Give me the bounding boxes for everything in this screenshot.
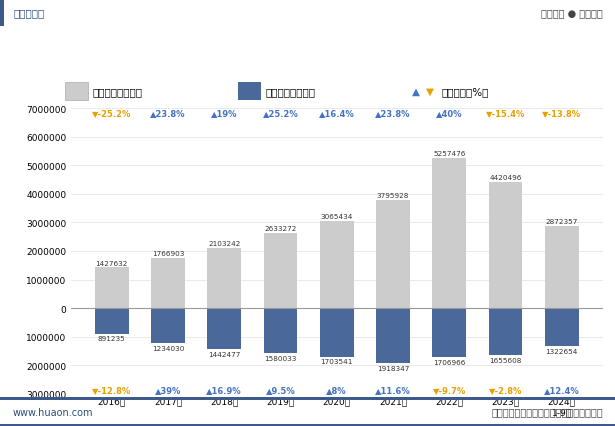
- Bar: [545, 227, 579, 308]
- Text: ▼-15.4%: ▼-15.4%: [486, 109, 525, 118]
- Text: 进口额（万美元）: 进口额（万美元）: [266, 87, 316, 97]
- Text: ▼-25.2%: ▼-25.2%: [92, 109, 132, 118]
- Bar: [264, 308, 297, 353]
- Text: 2016-2024年9月湖南省(境内目的地/货源地)进、出口额: 2016-2024年9月湖南省(境内目的地/货源地)进、出口额: [164, 44, 451, 59]
- Text: 5257476: 5257476: [433, 151, 466, 157]
- Text: 2103242: 2103242: [208, 241, 240, 247]
- Bar: [432, 158, 466, 308]
- Bar: [207, 248, 241, 308]
- Bar: [488, 308, 522, 356]
- Text: ▲19%: ▲19%: [211, 109, 237, 118]
- Bar: [95, 268, 129, 308]
- Bar: [151, 258, 185, 308]
- Text: 2872357: 2872357: [546, 219, 578, 225]
- Text: 数据来源：中国海关，华经产业研究院整理: 数据来源：中国海关，华经产业研究院整理: [491, 406, 603, 417]
- Text: 1703541: 1703541: [320, 359, 353, 365]
- Text: 1766903: 1766903: [152, 250, 184, 256]
- Text: 891235: 891235: [98, 335, 125, 342]
- Bar: [0, 397, 615, 400]
- Text: 1580033: 1580033: [264, 355, 296, 361]
- Text: ▲: ▲: [411, 87, 419, 97]
- Text: 1918347: 1918347: [377, 365, 409, 371]
- Bar: [488, 182, 522, 308]
- Text: ▲39%: ▲39%: [155, 385, 181, 394]
- Text: ▲11.6%: ▲11.6%: [375, 385, 411, 394]
- Bar: [264, 233, 297, 308]
- Bar: [376, 200, 410, 308]
- Bar: [151, 308, 185, 343]
- Text: ▼-9.7%: ▼-9.7%: [432, 385, 466, 394]
- Bar: [95, 308, 129, 334]
- Text: ▼: ▼: [426, 87, 434, 97]
- Text: 3065434: 3065434: [320, 213, 353, 219]
- Text: ▲23.8%: ▲23.8%: [150, 109, 186, 118]
- Text: 1442477: 1442477: [208, 351, 240, 357]
- Text: 3795928: 3795928: [377, 193, 409, 199]
- Text: ▲16.9%: ▲16.9%: [207, 385, 242, 394]
- Text: 1427632: 1427632: [95, 260, 128, 266]
- Text: www.huaon.com: www.huaon.com: [12, 406, 93, 417]
- Bar: [238, 83, 261, 101]
- Text: ▼-2.8%: ▼-2.8%: [489, 385, 522, 394]
- Bar: [320, 308, 354, 357]
- Text: ▲40%: ▲40%: [436, 109, 462, 118]
- Bar: [320, 221, 354, 308]
- Bar: [545, 308, 579, 346]
- Text: ▼-12.8%: ▼-12.8%: [92, 385, 132, 394]
- Bar: [207, 308, 241, 349]
- Text: 同比增长（%）: 同比增长（%）: [442, 87, 489, 97]
- Bar: [432, 308, 466, 357]
- Text: ▲12.4%: ▲12.4%: [544, 385, 579, 394]
- Text: 华经情报网: 华经情报网: [14, 9, 45, 18]
- Text: ▲23.8%: ▲23.8%: [375, 109, 411, 118]
- Text: ▲9.5%: ▲9.5%: [266, 385, 295, 394]
- Text: ▲8%: ▲8%: [327, 385, 347, 394]
- Bar: [376, 308, 410, 363]
- Text: 1706966: 1706966: [433, 359, 466, 365]
- Text: 1234030: 1234030: [152, 345, 184, 351]
- Text: 专业严谨 ● 客观科学: 专业严谨 ● 客观科学: [541, 9, 603, 18]
- Text: 4420496: 4420496: [489, 175, 522, 181]
- Bar: [0, 0, 4, 27]
- Text: 1322654: 1322654: [546, 348, 578, 354]
- Text: 1655608: 1655608: [489, 357, 522, 363]
- Bar: [65, 83, 88, 101]
- Text: ▼-13.8%: ▼-13.8%: [542, 109, 581, 118]
- Text: 出口额（万美元）: 出口额（万美元）: [92, 87, 143, 97]
- Text: 2633272: 2633272: [264, 226, 296, 232]
- Text: ▲25.2%: ▲25.2%: [263, 109, 298, 118]
- Bar: [0, 423, 615, 426]
- Text: ▲16.4%: ▲16.4%: [319, 109, 355, 118]
